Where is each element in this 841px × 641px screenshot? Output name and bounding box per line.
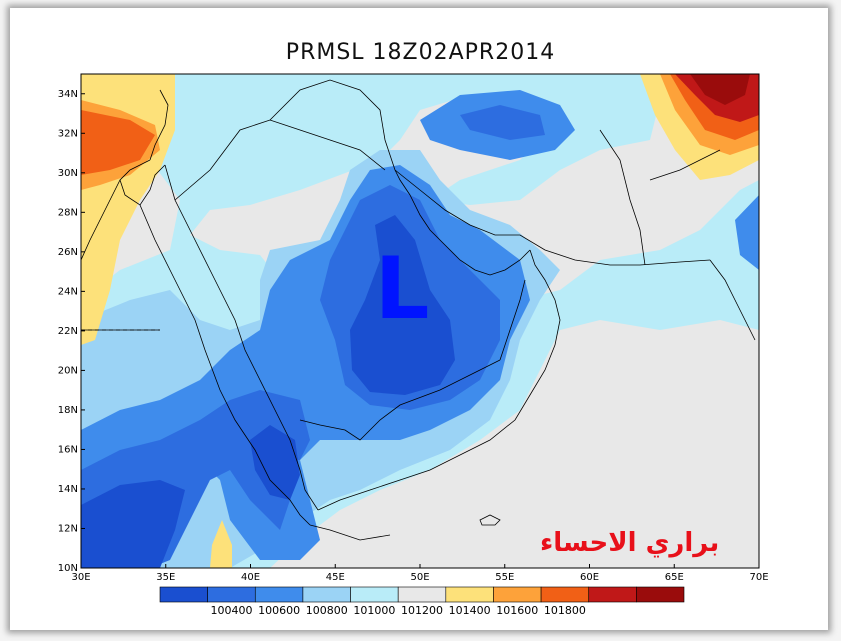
coastlines	[81, 79, 756, 541]
lon-tick-label: 40E	[241, 572, 260, 583]
colorbar-swatch	[207, 586, 256, 603]
lon-tick-label: 70E	[749, 572, 768, 583]
lat-tick-label: 22N	[58, 326, 78, 337]
lon-tick-label: 30E	[71, 572, 90, 583]
lon-tick-label: 45E	[326, 572, 345, 583]
colorbar-swatch	[636, 586, 685, 603]
colorbar-label: 101000	[353, 604, 395, 617]
socotra	[479, 514, 501, 526]
lat-tick-label: 26N	[58, 247, 78, 258]
oman-coast	[529, 249, 561, 346]
iran-coast	[394, 169, 711, 266]
longitude-axis: 30E 35E 40E 45E 50E 55E 60E 65E 70E	[71, 564, 769, 583]
india-coast	[709, 259, 756, 341]
colorbar-swatch	[397, 586, 447, 603]
lon-tick-label: 65E	[665, 572, 684, 583]
colorbar-swatch	[445, 586, 494, 603]
lat-tick-label: 24N	[58, 286, 78, 297]
latitude-axis: 10N 12N 14N 16N 18N 20N 22N 24N 26N 28N 30N 32N 34N	[58, 89, 85, 574]
gulf-coast	[394, 169, 531, 276]
colorbar-label: 100800	[306, 604, 348, 617]
contour-max-ne	[690, 74, 750, 105]
lat-tick-label: 14N	[58, 484, 78, 495]
horn-of-africa	[309, 524, 391, 541]
colorbar-label: 101400	[449, 604, 491, 617]
saudi-oman-border	[499, 279, 526, 361]
colorbar-label: 100600	[258, 604, 300, 617]
lat-tick-label: 18N	[58, 405, 78, 416]
lat-tick-label: 32N	[58, 128, 78, 139]
map-title: PRMSL 18Z02APR2014	[285, 40, 556, 65]
yemen-oman-south-coast	[317, 344, 556, 511]
africa-red-sea-coast	[139, 204, 311, 526]
watermark-text: براري الاحساء	[540, 528, 720, 558]
contour-101600-west	[81, 110, 155, 175]
lat-tick-label: 28N	[58, 207, 78, 218]
lat-tick-label: 34N	[58, 89, 78, 100]
lat-tick-label: 30N	[58, 168, 78, 179]
colorbar-swatch	[159, 586, 208, 603]
red-sea-west-coast	[81, 179, 121, 261]
contour-101200-south	[210, 520, 232, 568]
iran-iraq-border	[269, 79, 396, 171]
contour-100400-iran	[460, 105, 545, 140]
colorbar-label: 101200	[401, 604, 443, 617]
colorbar-swatch	[302, 586, 351, 603]
lon-tick-label: 35E	[156, 572, 175, 583]
colorbar-label: 101600	[496, 604, 538, 617]
lon-tick-label: 60E	[580, 572, 599, 583]
saudi-yemen-border	[299, 359, 501, 441]
lat-tick-label: 16N	[58, 444, 78, 455]
red-sea-east-coast	[164, 164, 319, 511]
colorbar-label: 100400	[210, 604, 252, 617]
colorbar: 100400 100600 100800 101000 101200 101400 1016…	[159, 586, 685, 617]
iran-afghan-border	[599, 129, 646, 266]
colorbar-label: 101800	[544, 604, 586, 617]
lon-tick-label: 50E	[410, 572, 429, 583]
low-pressure-marker: L	[375, 239, 430, 339]
colorbar-swatch	[493, 586, 542, 603]
lat-tick-label: 10N	[58, 563, 78, 574]
pakistan-border	[649, 149, 721, 181]
lon-tick-label: 55E	[495, 572, 514, 583]
colorbar-swatch	[350, 586, 399, 603]
contour-100200-redsea	[250, 425, 300, 500]
contour-100200-saudi	[350, 215, 455, 395]
contour-100600-east	[735, 195, 759, 270]
contour-100200-africa	[81, 480, 185, 568]
lat-tick-label: 12N	[58, 523, 78, 534]
colorbar-swatch	[540, 586, 590, 603]
colorbar-swatch	[254, 586, 304, 603]
lat-tick-label: 20N	[58, 365, 78, 376]
sinai	[119, 159, 166, 206]
levant-coast	[149, 89, 169, 161]
pressure-field	[81, 74, 759, 568]
colorbar-swatch	[588, 586, 637, 603]
